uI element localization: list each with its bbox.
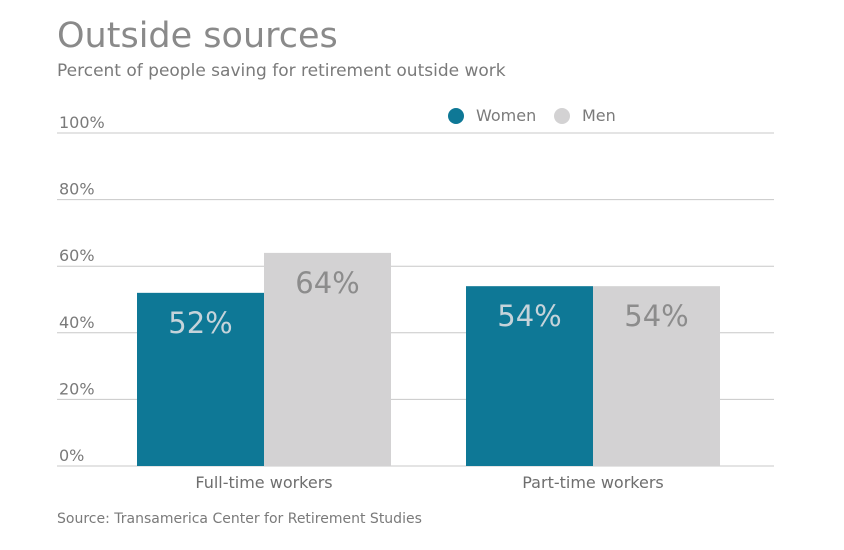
- y-tick-label: 40%: [59, 313, 95, 332]
- legend: Women Men: [448, 106, 616, 125]
- value-label: 52%: [168, 306, 232, 340]
- x-axis-categories: Full-time workers Part-time workers: [195, 473, 663, 492]
- legend-label-women: Women: [476, 106, 536, 125]
- y-tick-label: 60%: [59, 246, 95, 265]
- category-label: Full-time workers: [195, 473, 332, 492]
- y-tick-label: 100%: [59, 113, 105, 132]
- bar-men-2: [593, 286, 720, 466]
- chart-title: Outside sources: [57, 16, 338, 56]
- value-label: 54%: [624, 299, 688, 333]
- legend-marker-women: [448, 108, 464, 124]
- legend-marker-men: [554, 108, 570, 124]
- bars: [137, 252, 720, 466]
- value-label: 54%: [497, 299, 561, 333]
- bar-women-1: [137, 292, 264, 466]
- y-tick-label: 80%: [59, 180, 95, 199]
- category-label: Part-time workers: [522, 473, 664, 492]
- source-note: Source: Transamerica Center for Retireme…: [57, 511, 422, 527]
- y-tick-label: 0%: [59, 446, 84, 465]
- y-axis-ticks: 0% 20% 40% 60% 80% 100%: [59, 113, 105, 465]
- chart-subtitle: Percent of people saving for retirement …: [57, 61, 506, 81]
- value-labels: 52% 64% 54% 54%: [168, 266, 688, 340]
- y-tick-label: 20%: [59, 379, 95, 398]
- value-label: 64%: [295, 266, 359, 300]
- legend-label-men: Men: [582, 106, 616, 125]
- bar-women-2: [466, 286, 593, 466]
- bar-men-1: [264, 252, 391, 466]
